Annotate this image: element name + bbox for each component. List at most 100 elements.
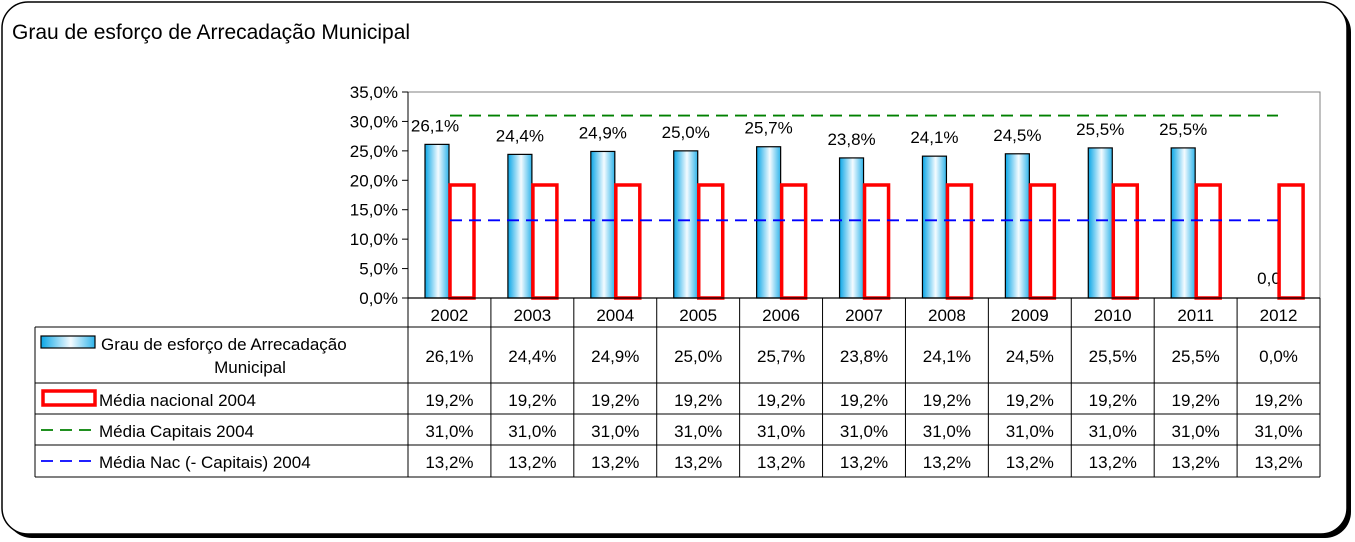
x-tick-label: 2011 bbox=[1177, 306, 1214, 325]
table-cell-media-nacional: 19,2% bbox=[1006, 391, 1054, 410]
chart-title: Grau de esforço de Arrecadação Municipal bbox=[12, 21, 410, 44]
legend-label-media-capitais: Média Capitais 2004 bbox=[99, 422, 254, 441]
x-tick-label: 2005 bbox=[679, 306, 717, 325]
y-tick-label: 35,0% bbox=[350, 83, 398, 102]
table-cell-media-nacional: 19,2% bbox=[591, 391, 639, 410]
x-tick-label: 2008 bbox=[928, 306, 966, 325]
data-table: 2002 2003 2004 2005 2006 2007 2008 2009 2010 2011… bbox=[34, 298, 1321, 478]
table-cell-media-capitais: 31,0% bbox=[1089, 422, 1137, 441]
table-cell-media-capitais: 31,0% bbox=[757, 422, 805, 441]
table-cell-grau-esforco: 24,5% bbox=[1006, 347, 1054, 366]
x-tick-label: 2010 bbox=[1094, 306, 1132, 325]
table-cell-media-nacional: 19,2% bbox=[840, 391, 888, 410]
data-label-grau-esforco: 24,5% bbox=[993, 126, 1041, 145]
legend-label-grau-esforco: Grau de esforço de Arrecadação bbox=[101, 335, 347, 354]
table-cell-media-nacional: 19,2% bbox=[1254, 391, 1302, 410]
table-cell-grau-esforco: 24,4% bbox=[508, 347, 556, 366]
legend-key-media-nacional bbox=[41, 389, 97, 407]
bar-grau-esforco bbox=[590, 150, 616, 299]
bar-grau-esforco bbox=[756, 146, 782, 299]
bar-media-nacional bbox=[945, 183, 974, 300]
table-cell-media-nac-sem-capitais: 13,2% bbox=[923, 453, 971, 472]
bar-media-nacional bbox=[696, 183, 725, 300]
x-tick-label: 2012 bbox=[1260, 306, 1298, 325]
data-label-grau-esforco: 25,5% bbox=[1159, 120, 1207, 139]
table-cell-grau-esforco: 24,1% bbox=[923, 347, 971, 366]
x-tick-label: 2007 bbox=[845, 306, 883, 325]
bar-grau-esforco bbox=[838, 157, 865, 299]
table-cell-media-nac-sem-capitais: 13,2% bbox=[1089, 453, 1137, 472]
table-cell-grau-esforco: 26,1% bbox=[425, 347, 473, 366]
table-cell-media-capitais: 31,0% bbox=[674, 422, 722, 441]
bar-grau-esforco bbox=[673, 150, 699, 299]
legend-label-media-nacional: Média nacional 2004 bbox=[99, 391, 256, 410]
table-cell-grau-esforco: 25,5% bbox=[1089, 347, 1137, 366]
table-cell-media-nacional: 19,2% bbox=[1089, 391, 1137, 410]
bar-grau-esforco bbox=[1087, 147, 1113, 299]
table-cell-media-capitais: 31,0% bbox=[425, 422, 473, 441]
bar-grau-esforco bbox=[424, 143, 450, 299]
bar-media-nacional bbox=[1277, 183, 1305, 300]
table-cell-media-nacional: 19,2% bbox=[757, 391, 805, 410]
table-cell-media-nacional: 19,2% bbox=[674, 391, 722, 410]
y-tick-label: 15,0% bbox=[350, 201, 398, 220]
data-label-grau-esforco: 24,1% bbox=[910, 128, 958, 147]
bar-media-nacional bbox=[614, 183, 642, 300]
data-label-grau-esforco: 26,1% bbox=[411, 116, 459, 135]
data-label-grau-esforco: 25,7% bbox=[745, 119, 793, 138]
table-cell-media-nac-sem-capitais: 13,2% bbox=[1006, 453, 1054, 472]
y-tick-label: 25,0% bbox=[350, 142, 398, 161]
table-cell-media-nac-sem-capitais: 13,2% bbox=[674, 453, 722, 472]
bar-media-nacional bbox=[1194, 183, 1222, 300]
x-tick-label: 2003 bbox=[513, 306, 551, 325]
table-cell-media-nac-sem-capitais: 13,2% bbox=[757, 453, 805, 472]
bar-media-nacional bbox=[448, 183, 476, 300]
table-cell-media-capitais: 31,0% bbox=[508, 422, 556, 441]
table-cell-media-nacional: 19,2% bbox=[923, 391, 971, 410]
table-cell-media-nac-sem-capitais: 13,2% bbox=[591, 453, 639, 472]
data-label-grau-esforco: 24,9% bbox=[579, 123, 627, 142]
table-cell-grau-esforco: 25,7% bbox=[757, 347, 805, 366]
x-tick-label: 2004 bbox=[596, 306, 634, 325]
x-tick-label: 2009 bbox=[1011, 306, 1049, 325]
table-cell-media-nac-sem-capitais: 13,2% bbox=[508, 453, 556, 472]
table-cell-media-nacional: 19,2% bbox=[1172, 391, 1220, 410]
bar-grau-esforco bbox=[1170, 147, 1196, 299]
bar-media-nacional bbox=[1111, 183, 1140, 300]
table-cell-media-capitais: 31,0% bbox=[591, 422, 639, 441]
bar-grau-esforco bbox=[921, 155, 948, 299]
y-tick-label: 20,0% bbox=[350, 171, 398, 190]
legend-label-media-nac-sem-capitais: Média Nac (- Capitais) 2004 bbox=[99, 453, 311, 472]
y-tick-label: 0,0% bbox=[359, 289, 398, 308]
x-tick-label: 2006 bbox=[762, 306, 800, 325]
data-label-grau-esforco: 25,0% bbox=[662, 123, 710, 142]
bar-media-nacional bbox=[862, 183, 891, 300]
table-cell-grau-esforco: 24,9% bbox=[591, 347, 639, 366]
table-cell-media-capitais: 31,0% bbox=[1254, 422, 1302, 441]
data-label-grau-esforco: 24,4% bbox=[496, 126, 544, 145]
legend-label-grau-esforco: Municipal bbox=[214, 358, 286, 377]
table-cell-media-nac-sem-capitais: 13,2% bbox=[1254, 453, 1302, 472]
table-cell-grau-esforco: 23,8% bbox=[840, 347, 888, 366]
table-cell-media-nac-sem-capitais: 13,2% bbox=[425, 453, 473, 472]
table-cell-media-capitais: 31,0% bbox=[1172, 422, 1220, 441]
data-label-grau-esforco: 25,5% bbox=[1076, 120, 1124, 139]
bar-media-nacional bbox=[1028, 183, 1057, 300]
table-cell-grau-esforco: 0,0% bbox=[1259, 347, 1298, 366]
table-cell-media-capitais: 31,0% bbox=[923, 422, 971, 441]
bar-grau-esforco bbox=[1004, 153, 1030, 299]
table-cell-grau-esforco: 25,0% bbox=[674, 347, 722, 366]
table-cell-media-nacional: 19,2% bbox=[508, 391, 556, 410]
x-tick-label: 2002 bbox=[431, 306, 469, 325]
bar-media-nacional bbox=[531, 183, 559, 300]
y-tick-label: 10,0% bbox=[350, 230, 398, 249]
bar-media-nacional bbox=[779, 183, 808, 300]
y-tick-label: 30,0% bbox=[350, 112, 398, 131]
table-cell-media-nacional: 19,2% bbox=[425, 391, 473, 410]
table-cell-grau-esforco: 25,5% bbox=[1172, 347, 1220, 366]
table-cell-media-nac-sem-capitais: 13,2% bbox=[1172, 453, 1220, 472]
table-cell-media-nac-sem-capitais: 13,2% bbox=[840, 453, 888, 472]
y-tick-label: 5,0% bbox=[359, 260, 398, 279]
legend-key-grau-esforco bbox=[40, 335, 96, 349]
